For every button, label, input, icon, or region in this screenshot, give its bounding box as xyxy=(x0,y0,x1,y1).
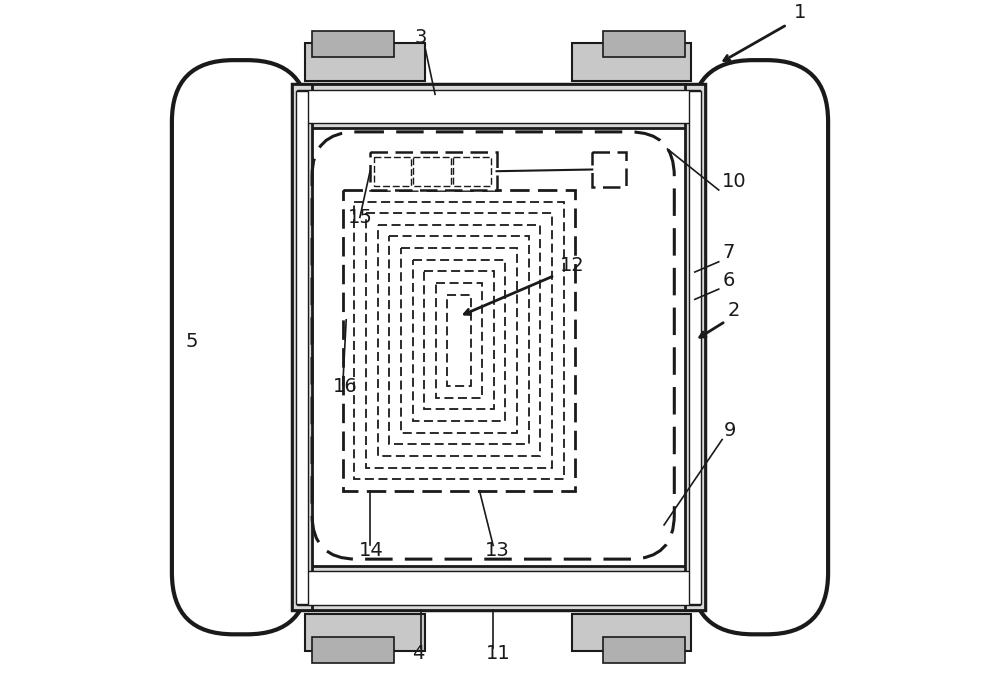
Text: 11: 11 xyxy=(486,644,511,663)
Text: 15: 15 xyxy=(348,208,373,227)
Bar xyxy=(413,260,505,421)
Bar xyxy=(292,84,705,610)
Text: 7: 7 xyxy=(722,243,735,263)
Bar xyxy=(297,571,700,605)
Text: 6: 6 xyxy=(722,271,735,289)
Bar xyxy=(305,614,425,651)
Text: 10: 10 xyxy=(722,172,747,191)
Bar xyxy=(296,91,308,604)
Text: 1: 1 xyxy=(794,3,806,22)
Bar xyxy=(689,91,701,604)
Bar xyxy=(424,271,494,409)
Bar xyxy=(292,84,312,610)
Text: 4: 4 xyxy=(413,644,425,663)
Bar xyxy=(447,295,471,387)
Bar xyxy=(603,637,685,663)
Text: 16: 16 xyxy=(333,377,357,395)
Text: 14: 14 xyxy=(359,541,384,559)
Bar xyxy=(413,156,451,186)
Bar xyxy=(572,614,691,651)
Bar xyxy=(343,190,575,491)
Bar xyxy=(297,90,700,123)
Bar xyxy=(292,84,705,128)
Bar xyxy=(312,637,394,663)
Bar xyxy=(354,202,564,479)
Bar xyxy=(572,43,691,81)
Bar xyxy=(312,32,394,57)
Bar xyxy=(374,156,411,186)
Text: 2: 2 xyxy=(728,302,740,320)
Text: 12: 12 xyxy=(560,256,585,275)
Bar xyxy=(302,94,695,600)
FancyBboxPatch shape xyxy=(172,60,309,635)
Bar xyxy=(366,214,552,468)
Text: 13: 13 xyxy=(485,541,510,559)
Bar xyxy=(685,84,705,610)
Text: 5: 5 xyxy=(186,332,198,351)
Bar xyxy=(436,283,482,398)
Text: 9: 9 xyxy=(724,421,737,440)
Bar xyxy=(305,43,425,81)
Bar xyxy=(370,152,497,190)
Bar xyxy=(378,225,540,456)
Text: 3: 3 xyxy=(415,28,427,47)
Bar xyxy=(592,152,626,187)
FancyBboxPatch shape xyxy=(691,60,828,635)
Bar xyxy=(453,156,491,186)
Bar xyxy=(389,236,529,444)
Bar xyxy=(603,32,685,57)
Bar xyxy=(401,248,517,433)
Bar xyxy=(292,566,705,610)
